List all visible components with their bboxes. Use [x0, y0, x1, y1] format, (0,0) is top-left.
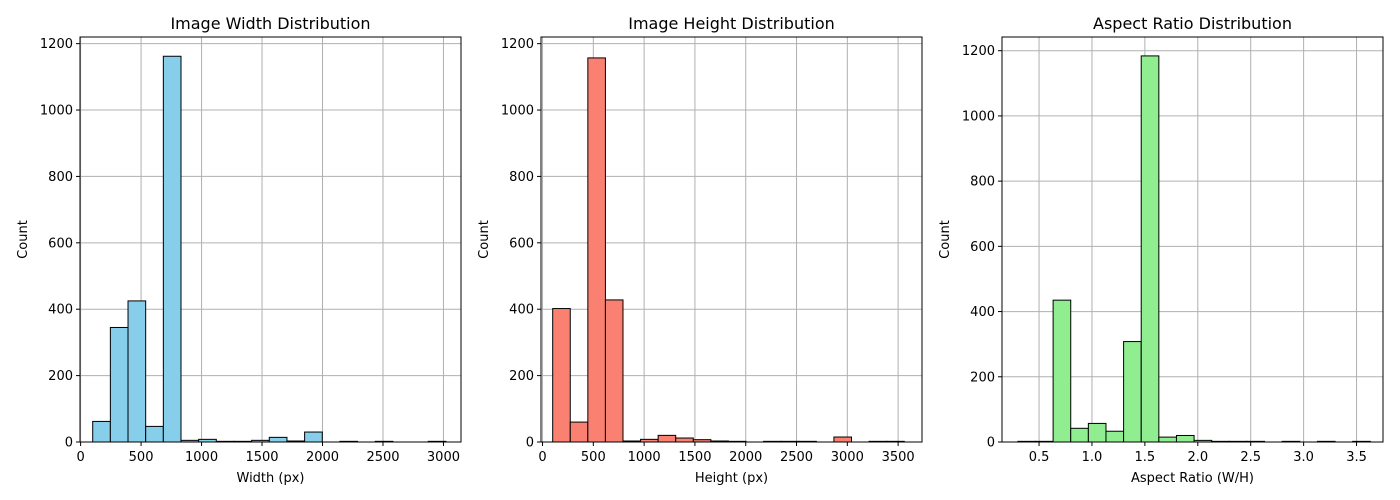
x-tick-label: 3000	[831, 450, 864, 465]
y-axis-label: Count	[938, 220, 953, 259]
y-tick-label: 1200	[962, 44, 995, 59]
plot-frame	[540, 36, 923, 443]
chart-panel-2: 0 500 1000 1500 2000 2500 3000 3500 0 200 400 600 80…	[477, 14, 923, 486]
y-tick-label: 0	[987, 436, 995, 451]
chart-panel-3: 0.5 1.0 1.5 2.0 2.5 3.0 3.5 0 200 400 600 800 1000 12…	[938, 14, 1384, 486]
x-tick-label: 3.0	[1293, 450, 1314, 465]
y-axis-label: Count	[16, 220, 31, 259]
x-tick-label: 3500	[882, 450, 915, 465]
y-tick-label: 800	[48, 170, 73, 185]
histogram-bar	[833, 436, 852, 443]
histogram-bar	[587, 57, 606, 443]
x-tick-label: 2500	[780, 450, 813, 465]
y-tick-label: 400	[509, 303, 534, 318]
x-tick-label: 1500	[245, 450, 278, 465]
plot-frame	[79, 36, 462, 443]
y-tick-label: 400	[48, 303, 73, 318]
x-axis-label: Width (px)	[237, 471, 305, 486]
histogram-bar	[1052, 299, 1072, 443]
y-tick-label: 800	[509, 170, 534, 185]
histogram-bar	[92, 420, 111, 443]
y-tick-label: 1000	[40, 104, 73, 119]
histogram-bar	[604, 299, 624, 443]
histogram-bar	[1140, 55, 1160, 443]
x-axis-label: Height (px)	[695, 471, 768, 486]
x-tick-label: 500	[129, 450, 154, 465]
x-tick-label: 3000	[427, 450, 460, 465]
x-tick-label: 2.5	[1240, 450, 1261, 465]
histogram-bar	[1158, 436, 1177, 443]
plot-frame	[1001, 36, 1384, 443]
histogram-bar	[1123, 341, 1142, 443]
x-tick-label: 1.0	[1082, 450, 1103, 465]
x-tick-label: 1500	[678, 450, 711, 465]
chart-title: Aspect Ratio Distribution	[1093, 14, 1292, 33]
histogram-bar	[109, 326, 129, 443]
histogram-bar	[657, 434, 677, 443]
y-tick-label: 1200	[40, 37, 73, 52]
y-tick-label: 600	[509, 236, 534, 251]
histogram-bar	[1105, 430, 1125, 443]
y-tick-label: 600	[970, 240, 995, 255]
histogram-bar	[304, 431, 323, 443]
histogram-bar	[569, 421, 589, 443]
x-tick-label: 0	[76, 450, 84, 465]
histogram-bar	[1087, 422, 1107, 443]
histogram-bar	[675, 437, 694, 443]
histogram-bar	[268, 436, 288, 443]
x-axis-label: Aspect Ratio (W/H)	[1131, 471, 1254, 486]
x-tick-label: 500	[581, 450, 606, 465]
y-tick-label: 400	[970, 305, 995, 320]
x-tick-label: 2000	[306, 450, 339, 465]
y-tick-label: 1000	[501, 104, 534, 119]
histogram-bar	[1070, 427, 1089, 443]
chart-title: Image Height Distribution	[628, 14, 835, 33]
histogram-bar	[162, 55, 182, 443]
y-tick-label: 200	[509, 369, 534, 384]
x-tick-label: 1.5	[1135, 450, 1156, 465]
x-tick-label: 3.5	[1346, 450, 1367, 465]
y-tick-label: 0	[65, 436, 73, 451]
x-tick-label: 1000	[185, 450, 218, 465]
x-tick-label: 2000	[729, 450, 762, 465]
y-tick-label: 200	[970, 370, 995, 385]
chart-panel-1: 0 500 1000 1500 2000 2500 3000 0 200 400 600 800 100…	[16, 14, 462, 486]
y-tick-label: 0	[526, 436, 534, 451]
x-tick-label: 0.5	[1029, 450, 1050, 465]
histogram-bar	[1175, 434, 1195, 443]
y-tick-label: 200	[48, 369, 73, 384]
x-tick-label: 2.0	[1187, 450, 1208, 465]
chart-title: Image Width Distribution	[170, 14, 370, 33]
histogram-bar	[145, 425, 164, 443]
histogram-bar	[552, 308, 571, 443]
y-tick-label: 1000	[962, 109, 995, 124]
y-axis-label: Count	[477, 220, 492, 259]
x-tick-label: 1000	[628, 450, 661, 465]
x-tick-label: 0	[538, 450, 546, 465]
histogram-bar	[127, 300, 147, 443]
y-tick-label: 800	[970, 175, 995, 190]
y-tick-label: 1200	[501, 37, 534, 52]
y-tick-label: 600	[48, 236, 73, 251]
x-tick-label: 2500	[366, 450, 399, 465]
